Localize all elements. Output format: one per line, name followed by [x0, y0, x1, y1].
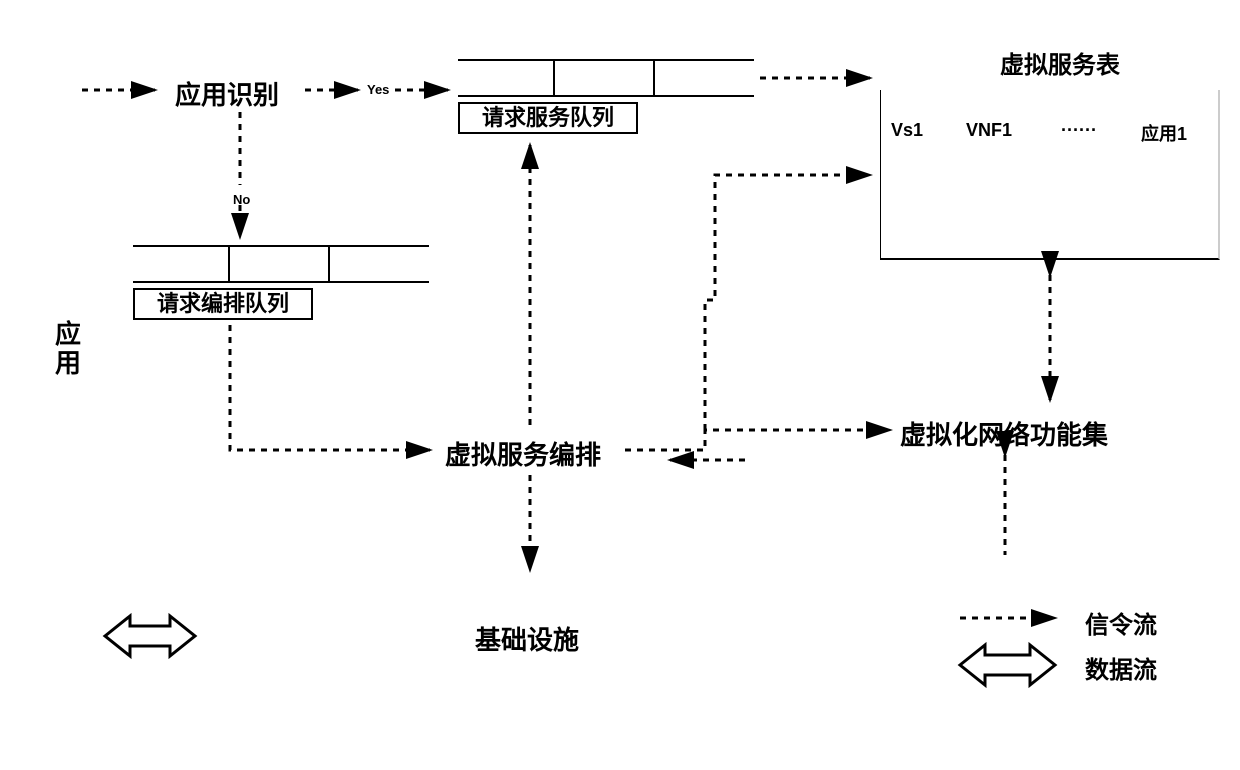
infrastructure-label: 基础设施 — [475, 620, 579, 657]
vs-table-col3: ······ — [1061, 120, 1097, 141]
legend-data: 数据流 — [1085, 650, 1157, 685]
vnf-set-label: 虚拟化网络功能集 — [900, 415, 1108, 452]
vs-table-box: Vs1 VNF1 ······ 应用1 — [880, 90, 1220, 260]
vs-table-col4: 应用1 — [1141, 120, 1187, 146]
no-label: No — [233, 192, 250, 207]
req-arrange-queue-label: 请求编排队列 — [133, 288, 313, 320]
app-identify-label: 应用识别 — [175, 75, 279, 112]
req-service-queue — [458, 59, 754, 97]
vs-arrange-label: 虚拟服务编排 — [445, 435, 601, 472]
yes-label: Yes — [367, 82, 389, 97]
req-arrange-queue — [133, 245, 429, 283]
vs-table-col2: VNF1 — [966, 120, 1012, 141]
req-service-queue-label: 请求服务队列 — [458, 102, 638, 134]
vs-table-col1: Vs1 — [891, 120, 923, 141]
vs-table-title: 虚拟服务表 — [1000, 45, 1120, 80]
app-label: 应 用 — [55, 320, 81, 377]
legend-signal: 信令流 — [1085, 605, 1157, 640]
